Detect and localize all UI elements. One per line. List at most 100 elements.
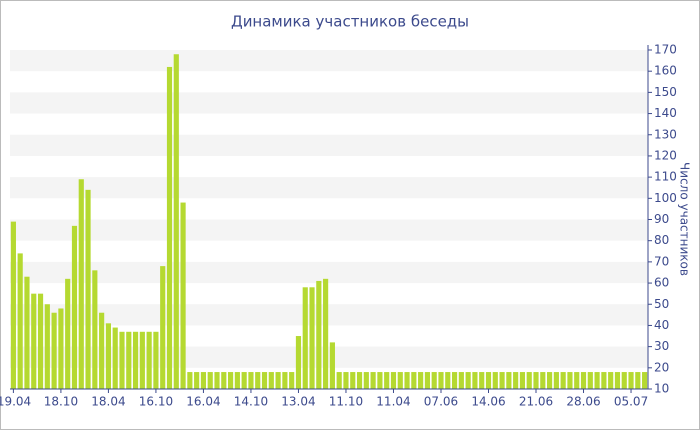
bar [642, 372, 648, 389]
y-tick-label: 90 [654, 212, 669, 226]
bar [377, 372, 383, 389]
bar [126, 331, 132, 389]
bar [302, 287, 308, 389]
bar [295, 336, 302, 389]
bar [92, 270, 98, 389]
bar [166, 66, 173, 389]
y-tick-label: 70 [654, 254, 669, 268]
bar [268, 372, 274, 389]
bar [553, 372, 559, 389]
bar [418, 372, 424, 389]
bar [628, 372, 634, 389]
bar [499, 372, 505, 389]
bar [384, 372, 390, 389]
grid-band [10, 219, 648, 241]
bar [255, 372, 261, 389]
grid-band [10, 92, 648, 114]
bar [635, 372, 641, 389]
bar [180, 202, 186, 389]
grid-band [10, 50, 648, 72]
y-tick-label: 20 [654, 360, 669, 374]
x-tick-label: 14.10 [234, 395, 268, 409]
bar [289, 372, 295, 389]
bar [323, 278, 329, 389]
bar [614, 372, 621, 389]
bar [458, 372, 464, 389]
bar [397, 372, 403, 389]
bar [540, 372, 546, 389]
bar [608, 372, 614, 389]
bar [424, 372, 430, 389]
bar [363, 372, 369, 389]
bar [31, 293, 37, 389]
bar [51, 312, 57, 389]
y-tick-label: 40 [654, 318, 669, 332]
bar [99, 312, 105, 389]
bar [479, 372, 485, 389]
bar [350, 372, 356, 389]
y-tick-label: 160 [654, 64, 677, 78]
y-tick-label: 130 [654, 127, 677, 141]
bar [390, 372, 397, 389]
x-tick-label: 07.06 [424, 395, 458, 409]
bar [112, 327, 118, 389]
bar [105, 323, 111, 389]
bar [485, 372, 492, 389]
bar [248, 372, 254, 389]
bar [533, 372, 539, 389]
x-tick-label: 05.07 [614, 395, 648, 409]
grid-band [10, 134, 648, 156]
bar [10, 221, 16, 389]
bar [451, 372, 458, 389]
bar [228, 372, 234, 389]
bar [241, 372, 247, 389]
bar [173, 54, 179, 390]
bar [438, 372, 444, 389]
bar [234, 372, 240, 389]
bar [404, 372, 410, 389]
bar [17, 253, 23, 389]
bar [356, 372, 363, 389]
bar [58, 308, 64, 389]
bar [492, 372, 498, 389]
bar [411, 372, 417, 389]
x-tick-label: 18.04 [91, 395, 125, 409]
bar [580, 372, 587, 389]
x-tick-label: 18.10 [44, 395, 78, 409]
bar [472, 372, 478, 389]
bar [587, 372, 593, 389]
bar [445, 372, 451, 389]
grid-band [10, 261, 648, 284]
bar [153, 331, 159, 389]
x-tick-label: 13.04 [281, 395, 315, 409]
bar [282, 372, 288, 389]
bar [526, 372, 532, 389]
y-tick-label: 50 [654, 297, 669, 311]
y-tick-label: 110 [654, 170, 677, 184]
bar [506, 372, 512, 389]
bar [316, 280, 322, 389]
bar [65, 278, 71, 389]
bar [567, 372, 573, 389]
grid-band [10, 304, 648, 326]
bar [78, 179, 84, 389]
bar [309, 287, 315, 389]
bar [513, 372, 519, 389]
bar [560, 372, 566, 389]
bar [194, 372, 200, 389]
x-tick-label: 14.06 [471, 395, 505, 409]
x-tick-label: 28.06 [566, 395, 600, 409]
bar [132, 331, 139, 389]
x-tick-label: 16.04 [186, 395, 220, 409]
bar [601, 372, 607, 389]
y-tick-label: 30 [654, 339, 669, 353]
bar [160, 266, 166, 389]
bar [621, 372, 627, 389]
bar [187, 372, 193, 389]
chart-title: Динамика участников беседы [231, 13, 469, 31]
y-tick-label: 60 [654, 276, 669, 290]
bar [146, 331, 152, 389]
bar [24, 276, 30, 389]
bar [221, 372, 227, 389]
